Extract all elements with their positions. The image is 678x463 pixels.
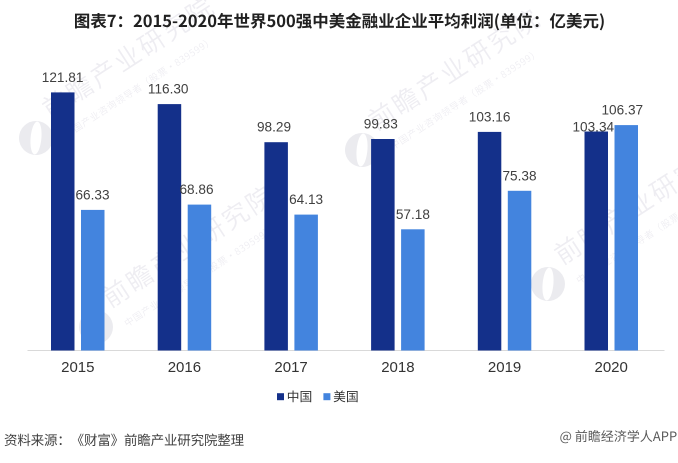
svg-text:2020: 2020 bbox=[595, 359, 628, 376]
svg-text:2018: 2018 bbox=[381, 359, 414, 376]
svg-text:75.38: 75.38 bbox=[502, 168, 536, 183]
svg-text:106.37: 106.37 bbox=[602, 103, 644, 118]
svg-text:121.81: 121.81 bbox=[42, 70, 84, 85]
svg-text:103.34: 103.34 bbox=[573, 119, 615, 134]
svg-text:2017: 2017 bbox=[274, 359, 307, 376]
svg-text:66.33: 66.33 bbox=[75, 187, 109, 202]
svg-text:2016: 2016 bbox=[168, 359, 201, 376]
svg-text:103.16: 103.16 bbox=[469, 109, 511, 124]
svg-text:99.83: 99.83 bbox=[364, 117, 398, 132]
svg-text:68.86: 68.86 bbox=[179, 182, 213, 197]
svg-text:98.29: 98.29 bbox=[257, 120, 291, 135]
svg-text:64.13: 64.13 bbox=[289, 192, 323, 207]
svg-text:116.30: 116.30 bbox=[148, 82, 189, 97]
svg-text:2019: 2019 bbox=[488, 359, 521, 376]
svg-text:57.18: 57.18 bbox=[396, 207, 430, 222]
svg-text:2015: 2015 bbox=[61, 359, 94, 376]
